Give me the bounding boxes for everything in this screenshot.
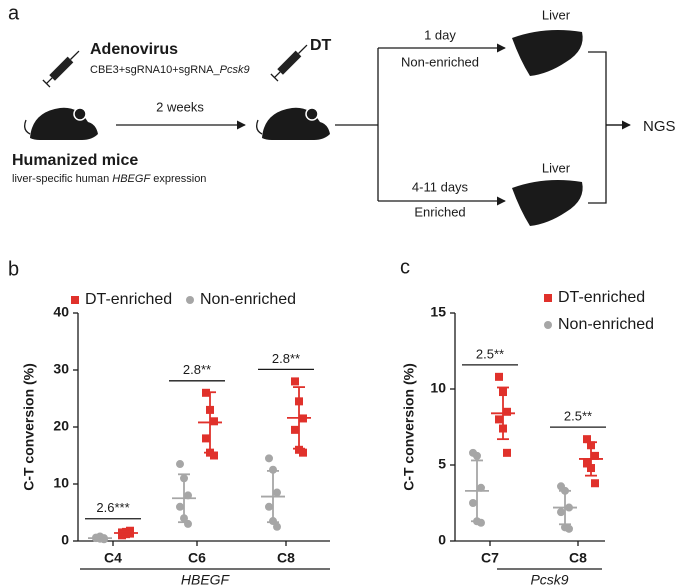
legend-label: Non-enriched xyxy=(558,316,654,333)
data-point xyxy=(591,451,599,460)
connector xyxy=(588,51,628,204)
mice-desc-text: liver-specific human xyxy=(12,173,112,185)
liver-icon xyxy=(512,180,583,226)
y-tick-label: 10 xyxy=(53,475,69,491)
data-point xyxy=(557,508,565,517)
x-tick-label: C6 xyxy=(188,550,206,566)
significance-label: 2.5** xyxy=(476,346,504,361)
syringe-icon xyxy=(270,44,308,82)
x-tick-label: C7 xyxy=(481,550,499,566)
group-label: Pcsk9 xyxy=(530,572,568,587)
data-point xyxy=(176,502,184,511)
output-label: NGS xyxy=(643,118,676,135)
y-tick-label: 20 xyxy=(53,418,69,434)
data-point xyxy=(210,451,218,460)
data-point xyxy=(473,451,481,460)
data-point xyxy=(477,518,485,527)
x-tick-label: C4 xyxy=(104,550,122,566)
group-label: HBEGF xyxy=(181,572,231,587)
x-tick-label: C8 xyxy=(569,550,587,566)
panel-label: b xyxy=(8,258,19,280)
condition-label: Enriched xyxy=(414,204,465,219)
data-point xyxy=(184,519,192,528)
panel-label: a xyxy=(8,2,20,24)
mice-desc: liver-specific human HBEGF expression xyxy=(12,173,206,185)
data-point xyxy=(291,425,299,434)
data-point xyxy=(176,460,184,469)
data-point xyxy=(583,435,591,444)
significance-label: 2.8** xyxy=(183,362,211,377)
y-tick-label: 40 xyxy=(53,304,69,320)
y-tick-label: 0 xyxy=(61,532,69,548)
data-point xyxy=(565,524,573,533)
data-point xyxy=(503,407,511,416)
mouse-icon xyxy=(24,107,98,140)
data-point xyxy=(503,448,511,457)
construct-text: CBE3+sgRNA10+sgRNA_ xyxy=(90,64,221,76)
legend-label: Non-enriched xyxy=(200,291,296,308)
mice-desc-text: expression xyxy=(150,173,206,185)
y-tick-label: 10 xyxy=(430,380,446,396)
y-tick-label: 15 xyxy=(430,304,446,320)
data-point xyxy=(273,522,281,531)
legend-label: DT-enriched xyxy=(558,289,645,306)
data-point xyxy=(469,499,477,507)
significance-label: 2.8** xyxy=(272,351,300,366)
liver-icon xyxy=(512,30,583,76)
panel-label: c xyxy=(400,256,410,278)
data-point xyxy=(495,372,503,381)
significance-label: 2.5** xyxy=(564,409,592,424)
x-tick-label: C8 xyxy=(277,550,295,566)
y-axis-label: C-T conversion (%) xyxy=(21,363,37,491)
legend-marker xyxy=(544,294,552,302)
data-point xyxy=(291,377,299,386)
chart: c C-T conversion (%) 0 5 10 15 C7 2.5** C8 2.5** P… xyxy=(400,256,654,587)
mice-desc-gene: HBEGF xyxy=(112,173,151,185)
significance-label: 2.6*** xyxy=(96,500,129,515)
organ-label: Liver xyxy=(542,7,571,22)
construct-label: CBE3+sgRNA10+sgRNA_Pcsk9 xyxy=(90,64,250,76)
data-point xyxy=(265,502,273,511)
data-point xyxy=(591,479,599,488)
time-label: 4-11 days xyxy=(412,179,469,194)
y-tick-label: 30 xyxy=(53,361,69,377)
interval-label: 2 weeks xyxy=(156,99,204,114)
data-point xyxy=(299,448,307,457)
mice-label: Humanized mice xyxy=(12,152,138,169)
data-point xyxy=(265,454,273,463)
legend-marker xyxy=(186,296,194,304)
y-tick-label: 0 xyxy=(438,532,446,548)
panel-a: a Adenovirus CBE3+sgRNA10+ xyxy=(8,2,676,226)
data-point xyxy=(273,488,281,497)
vector-label: Adenovirus xyxy=(90,41,178,58)
charts: b C-T conversion (%) 0 10 20 30 40 C4 2.6*** C6 2.… xyxy=(8,256,654,587)
chart: b C-T conversion (%) 0 10 20 30 40 C4 2.6*** C6 2.… xyxy=(8,258,330,587)
data-point xyxy=(202,434,210,443)
legend-label: DT-enriched xyxy=(85,291,172,308)
y-axis-label: C-T conversion (%) xyxy=(401,363,417,491)
data-point xyxy=(477,483,485,492)
time-label: 1 day xyxy=(424,27,456,42)
data-point xyxy=(583,459,591,468)
data-point xyxy=(210,417,218,426)
legend-marker xyxy=(71,296,79,304)
condition-label: Non-enriched xyxy=(401,54,479,69)
legend-marker xyxy=(544,321,552,329)
mouse-icon xyxy=(256,107,330,140)
organ-label: Liver xyxy=(542,160,571,175)
y-tick-label: 5 xyxy=(438,456,446,472)
construct-gene: Pcsk9 xyxy=(220,64,250,76)
drug-label: DT xyxy=(310,37,332,54)
data-point xyxy=(495,415,503,424)
syringe-icon xyxy=(42,50,80,88)
